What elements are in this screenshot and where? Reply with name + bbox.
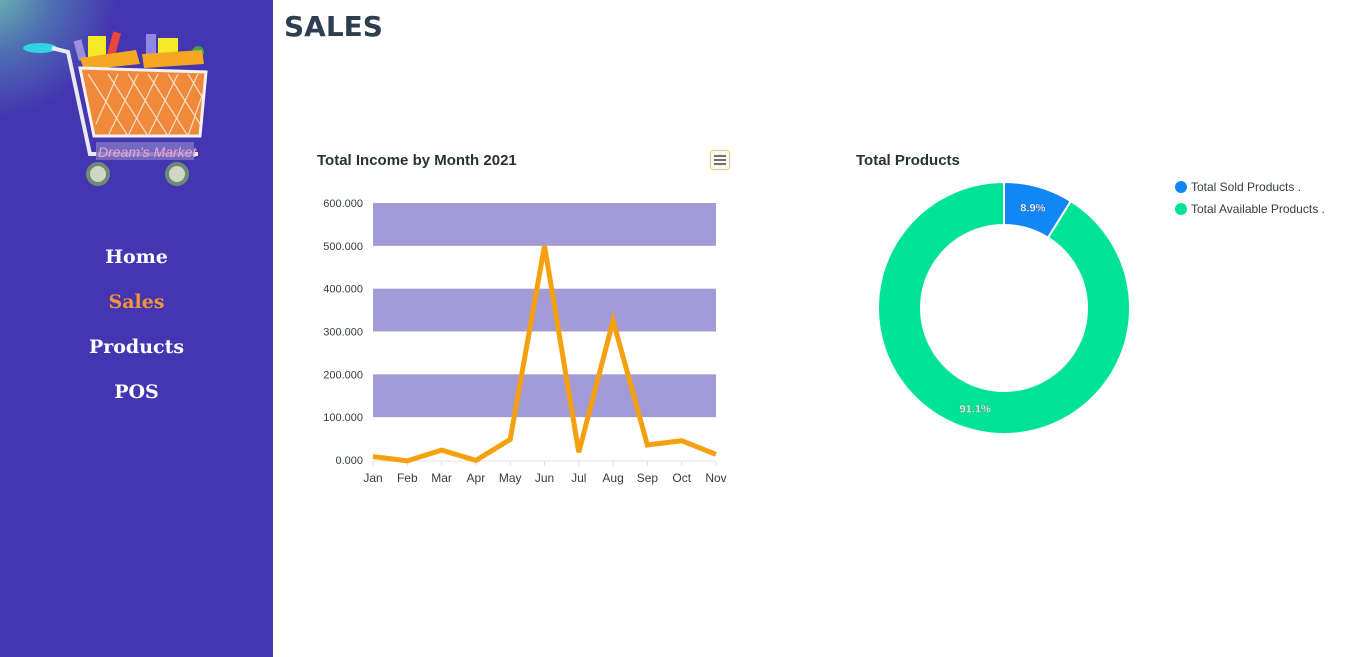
logo[interactable]: Dream's Market <box>18 24 224 190</box>
x-tick-label: Aug <box>602 471 623 485</box>
x-tick-label: Nov <box>705 471 726 485</box>
x-tick-label: May <box>499 471 522 485</box>
grid-band <box>373 374 716 418</box>
legend-label-available: Total Available Products . <box>1191 202 1325 216</box>
legend-marker-available <box>1175 203 1187 215</box>
cart-wheel-icon <box>165 162 189 186</box>
donut-value-label: 8.9% <box>1020 203 1045 215</box>
x-tick-label: Mar <box>431 471 452 485</box>
page-title: SALES <box>284 10 383 43</box>
grid-band <box>373 203 716 246</box>
x-tick-label: Apr <box>467 471 486 485</box>
cart-handle-icon <box>23 43 57 53</box>
cart-wheel-icon <box>86 162 110 186</box>
y-tick-label: 600.000 <box>323 198 363 210</box>
legend-label-sold: Total Sold Products . <box>1191 180 1302 194</box>
income-line-chart: 0.000 100.000 200.000 300.000 400.000 500.000… <box>323 198 726 485</box>
x-tick-label: Jun <box>535 471 554 485</box>
y-tick-label: 400.000 <box>323 284 363 296</box>
donut-value-label: 91.1% <box>960 403 991 415</box>
legend-marker-sold <box>1175 181 1187 193</box>
main-nav: Home Sales Products POS <box>0 240 273 420</box>
nav-home[interactable]: Home <box>105 246 168 268</box>
y-tick-label: 500.000 <box>323 241 363 253</box>
products-legend: Total Sold Products . Total Available Pr… <box>1175 176 1325 220</box>
x-tick-label: Oct <box>672 471 691 485</box>
x-tick-label: Sep <box>637 471 659 485</box>
legend-item-available[interactable]: Total Available Products . <box>1175 198 1325 220</box>
nav-pos[interactable]: POS <box>114 381 159 403</box>
y-tick-label: 100.000 <box>323 412 363 424</box>
sidebar: Dream's Market Home Sales Products POS <box>0 0 273 657</box>
legend-item-sold[interactable]: Total Sold Products . <box>1175 176 1325 198</box>
products-chart-title: Total Products <box>856 152 960 169</box>
products-donut-chart: 8.9% 91.1% <box>877 180 1131 435</box>
nav-products[interactable]: Products <box>88 336 185 358</box>
y-tick-label: 300.000 <box>323 327 363 339</box>
chart-menu-button[interactable] <box>710 150 730 170</box>
donut-slice-available[interactable] <box>877 180 1131 435</box>
nav-sales[interactable]: Sales <box>108 291 165 313</box>
x-tick-label: Jan <box>363 471 382 485</box>
y-tick-label: 0.000 <box>335 455 363 467</box>
y-tick-label: 200.000 <box>323 369 363 381</box>
logo-text: Dream's Market <box>98 144 197 160</box>
cart-basket-icon <box>78 66 208 138</box>
x-tick-label: Jul <box>571 471 586 485</box>
hamburger-menu-icon <box>714 155 726 165</box>
income-chart-title: Total Income by Month 2021 <box>317 152 517 169</box>
grid-band <box>373 288 716 332</box>
x-tick-label: Feb <box>397 471 418 485</box>
income-series-line[interactable] <box>372 245 717 464</box>
